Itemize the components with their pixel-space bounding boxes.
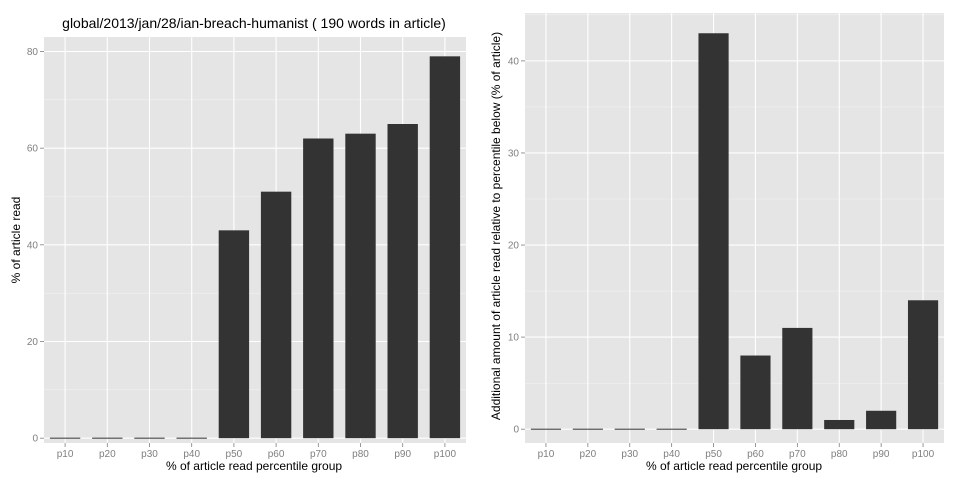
left-x-axis-title: % of article read percentile group xyxy=(166,459,342,473)
x-tick-label: p80 xyxy=(831,449,848,460)
x-tick-label: p60 xyxy=(268,449,285,460)
left-chart-title: global/2013/jan/28/ian-breach-humanist (… xyxy=(62,15,446,31)
x-tick-label: p40 xyxy=(183,449,200,460)
bar-p90 xyxy=(866,410,897,430)
x-tick-label: p40 xyxy=(663,449,680,460)
y-tick-label: 30 xyxy=(508,148,520,159)
x-tick-label: p90 xyxy=(873,449,890,460)
bar-p10 xyxy=(49,437,81,439)
bar-p100 xyxy=(907,300,939,430)
bar-p70 xyxy=(303,138,334,439)
right-x-ticks: p10 p20 p30 p40 p50 p60 p70 p80 p90 p100 xyxy=(538,443,935,460)
bar-p10 xyxy=(530,428,562,430)
bar-p60 xyxy=(260,191,292,439)
x-tick-label: p20 xyxy=(580,449,597,460)
bar-p40 xyxy=(176,437,207,439)
y-tick-label: 0 xyxy=(32,434,38,445)
y-tick-label: 60 xyxy=(27,144,39,155)
bar-p30 xyxy=(614,428,645,430)
bar-p80 xyxy=(345,133,376,439)
x-tick-label: p50 xyxy=(705,449,722,460)
bar-p50 xyxy=(218,230,250,439)
right-y-ticks: 0 10 20 30 40 xyxy=(508,56,525,436)
bar-p40 xyxy=(656,428,687,430)
x-tick-label: p30 xyxy=(141,449,158,460)
x-tick-label: p100 xyxy=(912,449,935,460)
x-tick-label: p30 xyxy=(621,449,638,460)
y-tick-label: 0 xyxy=(513,425,519,436)
x-tick-label: p10 xyxy=(57,449,74,460)
right-panel-background xyxy=(525,13,944,443)
y-tick-label: 40 xyxy=(27,240,39,251)
y-tick-label: 20 xyxy=(27,337,39,348)
y-tick-label: 20 xyxy=(508,241,520,252)
bar-p30 xyxy=(134,437,165,439)
left-y-axis-title: % of article read xyxy=(9,197,23,284)
bar-p80 xyxy=(824,419,855,430)
left-y-ticks: 0 20 40 60 80 xyxy=(27,47,44,445)
x-tick-label: p90 xyxy=(394,449,411,460)
x-tick-label: p70 xyxy=(789,449,806,460)
y-tick-label: 80 xyxy=(27,47,39,58)
right-bars xyxy=(530,33,939,430)
x-tick-label: p100 xyxy=(434,449,457,460)
bar-p60 xyxy=(740,355,771,430)
bar-p100 xyxy=(429,56,461,439)
bar-p20 xyxy=(572,428,603,430)
right-y-axis-title: Additional amount of article read relati… xyxy=(489,32,503,420)
right-x-axis-title: % of article read percentile group xyxy=(646,459,822,473)
left-x-ticks: p10 p20 p30 p40 p50 p60 p70 p80 p90 p100 xyxy=(57,443,457,460)
x-tick-label: p80 xyxy=(352,449,369,460)
x-tick-label: p60 xyxy=(747,449,764,460)
y-tick-label: 40 xyxy=(508,56,520,67)
y-tick-label: 10 xyxy=(508,333,520,344)
x-tick-label: p10 xyxy=(538,449,555,460)
bar-p20 xyxy=(92,437,123,439)
left-bars xyxy=(49,56,461,439)
bar-p50 xyxy=(698,33,729,430)
x-tick-label: p70 xyxy=(310,449,327,460)
x-tick-label: p20 xyxy=(99,449,116,460)
bar-p70 xyxy=(782,327,813,430)
bar-p90 xyxy=(387,124,418,439)
x-tick-label: p50 xyxy=(226,449,243,460)
right-gridlines xyxy=(525,13,944,443)
